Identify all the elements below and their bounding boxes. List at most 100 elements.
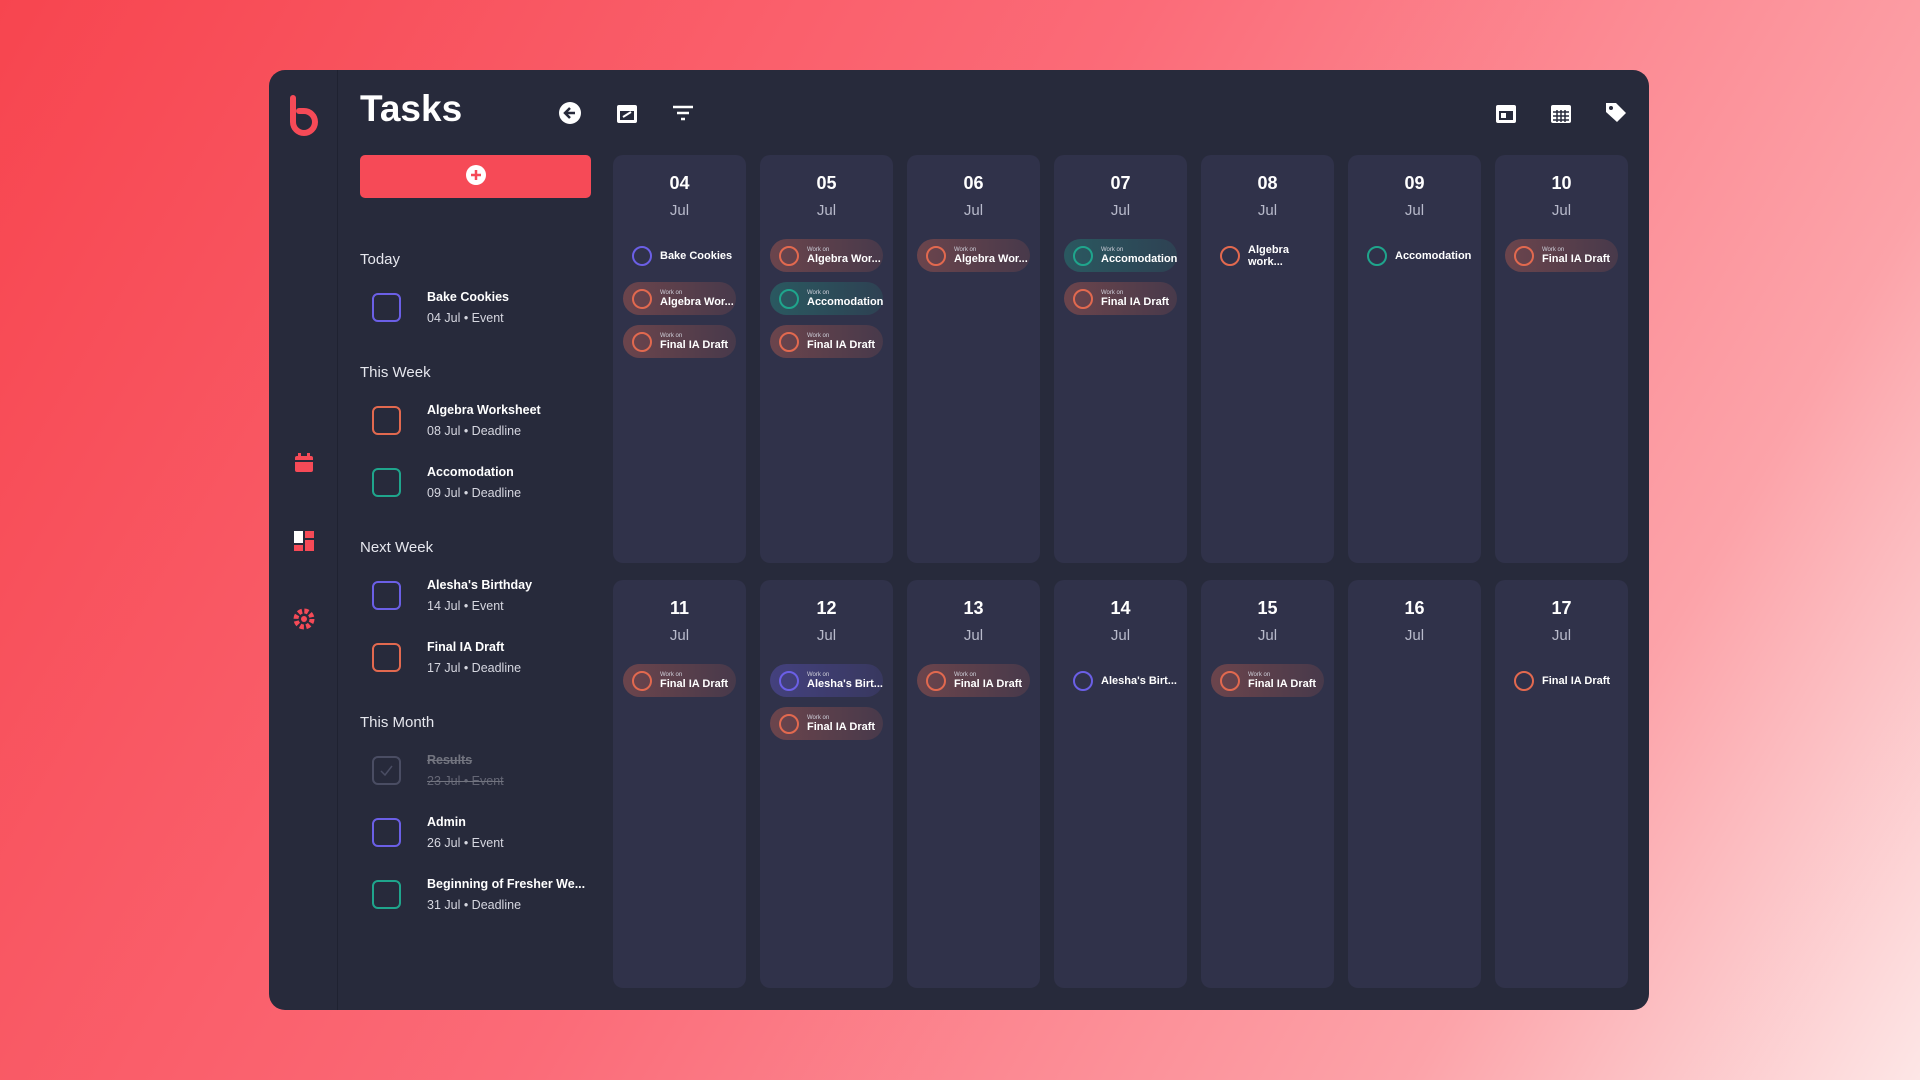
month-view-button[interactable] [1549, 101, 1573, 125]
back-button[interactable] [558, 101, 582, 125]
schedule-button[interactable] [615, 101, 639, 125]
chip-label: Work on [660, 671, 683, 678]
chip-label: Work on [807, 246, 830, 253]
day-month: Jul [669, 202, 690, 219]
calendar-nav[interactable] [293, 452, 315, 474]
dashboard-nav[interactable] [293, 530, 315, 552]
chip-checkbox[interactable] [779, 288, 799, 309]
task-chip[interactable]: Accomodation [1358, 239, 1471, 272]
task-item[interactable]: Results 23 Jul • Event [360, 735, 600, 805]
chip-checkbox[interactable] [1073, 670, 1093, 691]
task-chip[interactable]: Work on Algebra Wor... [917, 239, 1030, 272]
day-column: 04 Jul Bake Cookies Work on Algebra Wor... Wo… [613, 155, 746, 563]
task-chip[interactable]: Work on Algebra Wor... [770, 239, 883, 272]
checkbox[interactable] [372, 292, 401, 322]
checkbox[interactable] [372, 642, 401, 672]
task-item[interactable]: Beginning of Fresher We... 31 Jul • Deadl… [360, 859, 600, 929]
sidebar [269, 70, 338, 1010]
section-heading: This Week [360, 364, 431, 381]
day-month: Jul [1404, 202, 1425, 219]
task-title: Algebra Worksheet [427, 402, 541, 417]
day-column: 11 Jul Work on Final IA Draft [613, 580, 746, 988]
chip-text: Work on Final IA Draft [660, 333, 728, 351]
add-task-button[interactable] [360, 155, 591, 198]
chip-checkbox[interactable] [1220, 670, 1240, 691]
app-window: Tasks Today Bake Cookies 04 Jul • Event Thi… [269, 70, 1649, 1010]
task-item[interactable]: Algebra Worksheet 08 Jul • Deadline [360, 385, 600, 455]
day-column: 10 Jul Work on Final IA Draft [1495, 155, 1628, 563]
chip-title: Final IA Draft [660, 677, 729, 690]
day-view-button[interactable] [1494, 101, 1518, 125]
chip-label: Work on [807, 671, 830, 678]
chip-checkbox[interactable] [1073, 245, 1093, 266]
task-title: Bake Cookies [427, 289, 509, 304]
task-list: Today Bake Cookies 04 Jul • Event This Week… [360, 251, 600, 951]
chip-checkbox[interactable] [1514, 245, 1534, 266]
tags-button[interactable] [1604, 100, 1628, 124]
checkbox[interactable] [372, 580, 401, 610]
chip-checkbox[interactable] [926, 245, 946, 266]
chip-checkbox[interactable] [1367, 245, 1387, 266]
task-item[interactable]: Accomodation 09 Jul • Deadline [360, 447, 600, 517]
task-chip[interactable]: Work on Final IA Draft [1211, 664, 1324, 697]
chip-checkbox[interactable] [632, 245, 652, 266]
chip-title: Bake Cookies [660, 249, 733, 262]
day-column: 09 Jul Accomodation [1348, 155, 1481, 563]
day-number: 05 [816, 173, 837, 193]
task-item[interactable]: Admin 26 Jul • Event [360, 797, 600, 867]
task-chip[interactable]: Final IA Draft [1505, 664, 1618, 697]
task-section: Next Week Alesha's Birthday 14 Jul • Event… [360, 539, 600, 692]
task-item[interactable]: Final IA Draft 17 Jul • Deadline [360, 622, 600, 692]
checkbox[interactable] [372, 467, 401, 497]
task-title: Accomodation [427, 464, 514, 479]
chip-checkbox[interactable] [632, 670, 652, 691]
chip-text: Bake Cookies [660, 250, 732, 262]
task-chip[interactable]: Work on Final IA Draft [1505, 239, 1618, 272]
chip-checkbox[interactable] [779, 670, 799, 691]
task-chip[interactable]: Work on Final IA Draft [770, 707, 883, 740]
task-chip[interactable]: Work on Accomodation [770, 282, 883, 315]
task-chip[interactable]: Algebra work... [1211, 239, 1324, 272]
task-chip[interactable]: Work on Accomodation [1064, 239, 1177, 272]
chip-text: Final IA Draft [1542, 675, 1610, 687]
chip-label: Work on [807, 714, 830, 721]
task-item[interactable]: Bake Cookies 04 Jul • Event [360, 272, 600, 342]
chip-checkbox[interactable] [779, 245, 799, 266]
chip-text: Algebra work... [1248, 244, 1324, 268]
chip-checkbox[interactable] [1073, 288, 1093, 309]
task-chip[interactable]: Work on Final IA Draft [623, 664, 736, 697]
task-chip[interactable]: Alesha's Birt... [1064, 664, 1177, 697]
day-number: 15 [1257, 598, 1278, 618]
task-meta: 23 Jul • Event [427, 773, 504, 788]
task-chip[interactable]: Work on Algebra Wor... [623, 282, 736, 315]
filter-button[interactable] [671, 103, 695, 123]
checkbox[interactable] [372, 755, 401, 785]
chip-checkbox[interactable] [1220, 245, 1240, 266]
checkbox[interactable] [372, 879, 401, 909]
chip-label: Work on [1248, 671, 1271, 678]
chip-text: Work on Accomodation [1101, 247, 1177, 265]
section-heading: Today [360, 251, 401, 268]
checkbox[interactable] [372, 405, 401, 435]
chip-checkbox[interactable] [632, 331, 652, 352]
task-chip[interactable]: Work on Final IA Draft [1064, 282, 1177, 315]
chip-title: Final IA Draft [1248, 677, 1317, 690]
chip-checkbox[interactable] [632, 288, 652, 309]
task-title: Alesha's Birthday [427, 577, 533, 592]
task-chip[interactable]: Work on Final IA Draft [623, 325, 736, 358]
checkbox[interactable] [372, 817, 401, 847]
task-chip[interactable]: Work on Alesha's Birt... [770, 664, 883, 697]
chip-checkbox[interactable] [1514, 670, 1534, 691]
task-item[interactable]: Alesha's Birthday 14 Jul • Event [360, 560, 600, 630]
task-title: Results [427, 752, 473, 767]
task-chip[interactable]: Work on Final IA Draft [770, 325, 883, 358]
chip-text: Work on Algebra Wor... [954, 247, 1028, 265]
chip-checkbox[interactable] [779, 331, 799, 352]
day-month: Jul [1551, 627, 1572, 644]
task-chip[interactable]: Bake Cookies [623, 239, 736, 272]
task-chip[interactable]: Work on Final IA Draft [917, 664, 1030, 697]
chip-checkbox[interactable] [779, 713, 799, 734]
chip-checkbox[interactable] [926, 670, 946, 691]
settings-nav[interactable] [292, 607, 316, 631]
